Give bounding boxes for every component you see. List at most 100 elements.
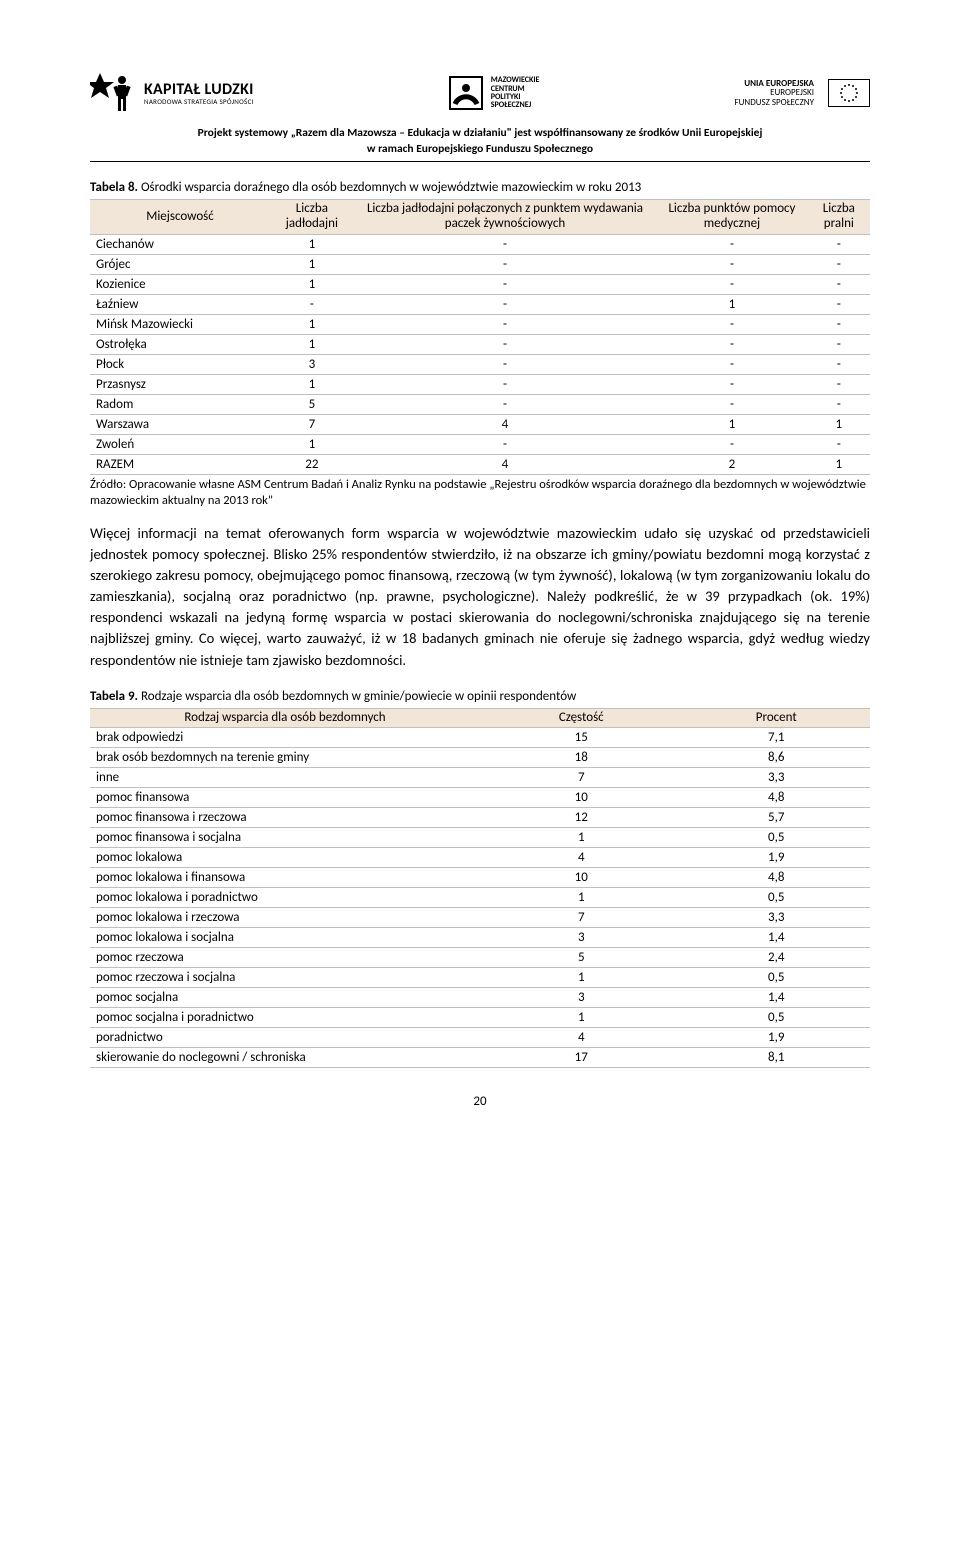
t8-cell-value: - (270, 294, 354, 314)
t8-cell-label: Przasnysz (90, 374, 270, 394)
t9-cell-label: pomoc finansowa (90, 788, 480, 808)
table-row: pomoc lokalowa i finansowa104,8 (90, 868, 870, 888)
t9-cell-value: 4,8 (683, 788, 871, 808)
t8-cell-value: - (808, 234, 870, 254)
table-row: poradnictwo41,9 (90, 1028, 870, 1048)
t8-cell-value: 4 (354, 454, 657, 474)
t8-cell-value: - (656, 394, 807, 414)
table9: Rodzaj wsparcia dla osób bezdomnych Częs… (90, 708, 870, 1069)
t9-cell-label: pomoc socjalna (90, 988, 480, 1008)
table8-caption-rest: Ośrodki wsparcia doraźnego dla osób bezd… (138, 180, 641, 195)
t8-cell-value: - (354, 334, 657, 354)
table-row: Zwoleń1--- (90, 434, 870, 454)
t8-h2: Liczba jadłodajni połączonych z punktem … (354, 200, 657, 235)
t8-cell-value: - (354, 294, 657, 314)
t8-h0: Miejscowość (90, 200, 270, 235)
logo-mcps: MAZOWIECKIE CENTRUM POLITYKI SPOŁECZNEJ (449, 76, 540, 110)
t8-cell-value: - (656, 374, 807, 394)
t8-cell-value: 1 (270, 254, 354, 274)
table-row: pomoc socjalna31,4 (90, 988, 870, 1008)
t9-cell-value: 0,5 (683, 1008, 871, 1028)
eu-flag-icon (828, 79, 870, 107)
t8-cell-value: 22 (270, 454, 354, 474)
t8-cell-value: - (808, 334, 870, 354)
t8-cell-value: - (354, 394, 657, 414)
t8-cell-value: - (354, 354, 657, 374)
table-row: pomoc rzeczowa i socjalna10,5 (90, 968, 870, 988)
t8-cell-value: 1 (808, 454, 870, 474)
project-line-a: Projekt systemowy „Razem dla Mazowsza – … (198, 126, 763, 140)
t9-cell-label: pomoc lokalowa i socjalna (90, 928, 480, 948)
t8-cell-value: - (808, 354, 870, 374)
table-row: Kozienice1--- (90, 274, 870, 294)
star-person-icon (90, 70, 136, 116)
table-row: inne73,3 (90, 768, 870, 788)
t9-cell-label: pomoc lokalowa i rzeczowa (90, 908, 480, 928)
t8-cell-value: 1 (270, 374, 354, 394)
t9-cell-value: 8,6 (683, 748, 871, 768)
t8-h4: Liczba pralni (808, 200, 870, 235)
t8-cell-value: 1 (270, 314, 354, 334)
t9-cell-value: 0,5 (683, 828, 871, 848)
t9-h2: Procent (683, 708, 871, 728)
t8-cell-value: - (656, 434, 807, 454)
t8-cell-value: 7 (270, 414, 354, 434)
t9-cell-label: skierowanie do noclegowni / schroniska (90, 1048, 480, 1068)
t8-cell-value: 2 (656, 454, 807, 474)
t8-cell-value: - (808, 434, 870, 454)
t8-cell-value: - (354, 274, 657, 294)
t8-cell-value: - (808, 374, 870, 394)
t9-cell-value: 10 (480, 868, 683, 888)
t9-cell-value: 4,8 (683, 868, 871, 888)
t9-cell-value: 3 (480, 928, 683, 948)
t8-cell-label: Łaźniew (90, 294, 270, 314)
t8-cell-label: Kozienice (90, 274, 270, 294)
t8-cell-value: - (656, 354, 807, 374)
t9-cell-value: 1 (480, 968, 683, 988)
t8-cell-label: Mińsk Mazowiecki (90, 314, 270, 334)
t8-cell-value: - (354, 434, 657, 454)
page: KAPITAŁ LUDZKI NARODOWA STRATEGIA SPÓJNO… (0, 0, 960, 1139)
t9-cell-value: 4 (480, 848, 683, 868)
table-row: pomoc lokalowa i rzeczowa73,3 (90, 908, 870, 928)
t9-cell-value: 12 (480, 808, 683, 828)
table-row: pomoc finansowa104,8 (90, 788, 870, 808)
t9-cell-label: pomoc lokalowa i finansowa (90, 868, 480, 888)
t8-cell-label: Ostrołęka (90, 334, 270, 354)
mc-l4: SPOŁECZNEJ (491, 101, 540, 109)
table-row: brak osób bezdomnych na terenie gminy188… (90, 748, 870, 768)
t8-cell-value: - (354, 314, 657, 334)
logo-kapital-ludzki: KAPITAŁ LUDZKI NARODOWA STRATEGIA SPÓJNO… (90, 70, 254, 116)
t9-cell-value: 18 (480, 748, 683, 768)
table8-caption: Tabela 8. Ośrodki wsparcia doraźnego dla… (90, 180, 870, 195)
t8-cell-value: - (354, 234, 657, 254)
t9-cell-value: 5,7 (683, 808, 871, 828)
t9-cell-value: 1,4 (683, 928, 871, 948)
t9-cell-value: 1,4 (683, 988, 871, 1008)
t9-cell-label: brak osób bezdomnych na terenie gminy (90, 748, 480, 768)
t8-cell-value: - (656, 254, 807, 274)
table-row: pomoc finansowa i rzeczowa125,7 (90, 808, 870, 828)
table-row: Ciechanów1--- (90, 234, 870, 254)
table-row: Przasnysz1--- (90, 374, 870, 394)
t9-cell-label: poradnictwo (90, 1028, 480, 1048)
kl-subtitle: NARODOWA STRATEGIA SPÓJNOŚCI (144, 98, 254, 105)
t8-cell-value: - (354, 254, 657, 274)
t8-cell-label: Ciechanów (90, 234, 270, 254)
t8-cell-value: 1 (656, 294, 807, 314)
t8-cell-label: Płock (90, 354, 270, 374)
t9-cell-value: 3,3 (683, 768, 871, 788)
table-row: Płock3--- (90, 354, 870, 374)
t8-h3: Liczba punktów pomocy medycznej (656, 200, 807, 235)
t9-h1: Częstość (480, 708, 683, 728)
table-row: Radom5--- (90, 394, 870, 414)
t9-cell-value: 7 (480, 908, 683, 928)
t8-cell-label: Warszawa (90, 414, 270, 434)
t8-cell-value: - (656, 314, 807, 334)
project-banner: Projekt systemowy „Razem dla Mazowsza – … (90, 126, 870, 162)
t8-cell-label: Grójec (90, 254, 270, 274)
t9-cell-value: 1 (480, 888, 683, 908)
t8-cell-value: - (808, 294, 870, 314)
t9-cell-label: pomoc lokalowa i poradnictwo (90, 888, 480, 908)
table9-caption-rest: Rodzaje wsparcia dla osób bezdomnych w g… (138, 689, 576, 704)
